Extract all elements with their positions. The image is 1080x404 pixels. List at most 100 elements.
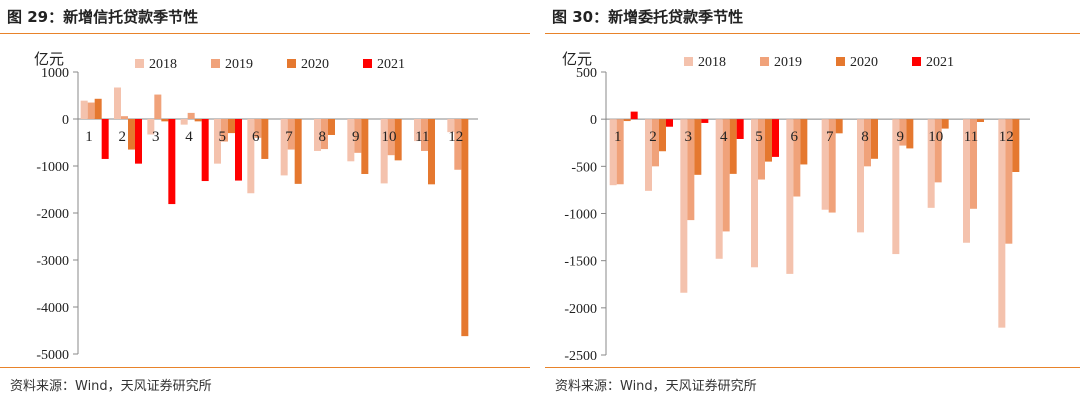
left-bar-2019-4	[187, 112, 195, 119]
right-bar-2019-9	[899, 119, 907, 146]
right-bar-2021-5	[772, 119, 779, 157]
right-bar-2019-7	[828, 119, 836, 213]
left-legend-swatch-2021	[363, 59, 372, 68]
right-bar-2018-2	[645, 119, 652, 191]
left-category-label: 4	[185, 129, 193, 145]
right-category-label: 10	[928, 129, 943, 145]
right-bar-2018-8	[857, 119, 864, 233]
left-category-label: 3	[152, 129, 160, 145]
left-category-label: 10	[382, 129, 397, 145]
right-bar-2018-6	[786, 119, 794, 274]
right-bar-2018-1	[609, 119, 617, 186]
right-y-tick-label: -2000	[564, 302, 597, 317]
right-chart-panel: 图 30：新增委托贷款季节性 亿元 500 0 -500 -1000 -1500 -2000…	[545, 0, 1080, 404]
left-y-tick-label: -5000	[36, 348, 69, 363]
left-category-label: 6	[252, 129, 260, 145]
left-y-tick-label: -1000	[36, 160, 69, 175]
right-bar-2018-7	[821, 119, 829, 210]
right-category-label: 4	[720, 129, 728, 145]
right-y-tick-label: -1000	[564, 208, 597, 223]
right-bar-2019-6	[793, 119, 801, 197]
left-legend-swatch-2018	[135, 59, 144, 68]
left-bar-2018-2	[114, 87, 121, 119]
right-bar-2020-3	[694, 119, 702, 175]
right-category-label: 6	[791, 129, 799, 145]
left-bar-2019-7	[287, 119, 295, 150]
left-category-label: 12	[448, 129, 463, 145]
left-bar-2019-6	[254, 119, 262, 138]
left-legend-swatch-2020	[287, 59, 296, 68]
right-bar-2020-5	[765, 119, 772, 162]
right-bar-2020-12	[1012, 119, 1020, 172]
right-bar-2018-5	[751, 119, 758, 268]
right-bar-2020-6	[800, 119, 808, 165]
right-bar-2019-11	[970, 119, 977, 209]
right-bar-2020-4	[729, 119, 737, 174]
left-bar-2019-1	[87, 102, 95, 119]
left-bar-2020-4	[194, 119, 202, 122]
right-category-label: 1	[614, 129, 622, 145]
left-bar-2020-10	[394, 119, 402, 161]
right-legend-swatch-2018	[684, 57, 693, 66]
left-bar-2018-10	[380, 119, 388, 184]
right-bar-2019-3	[687, 119, 695, 221]
right-legend-swatch-2021	[912, 57, 921, 66]
right-bar-2021-2	[666, 119, 673, 127]
right-legend-label-2021: 2021	[926, 55, 954, 70]
left-category-label: 9	[352, 129, 360, 145]
left-bar-2020-7	[294, 119, 302, 184]
left-bar-2019-2	[121, 116, 128, 119]
left-y-tick-label: -4000	[36, 301, 69, 316]
left-bar-2019-9	[354, 119, 362, 153]
left-bar-2021-5	[235, 119, 242, 181]
left-bar-2018-1	[80, 100, 88, 119]
left-source-note: 资料来源：Wind，天风证券研究所	[10, 379, 212, 394]
left-y-tick-label: -3000	[36, 254, 69, 269]
right-bar-2020-2	[659, 119, 666, 152]
right-bar-2020-1	[623, 119, 631, 122]
right-category-label: 5	[755, 129, 763, 145]
left-legend-label-2021: 2021	[377, 57, 405, 72]
right-category-label: 7	[826, 129, 834, 145]
right-y-unit-label: 亿元	[562, 51, 592, 68]
right-bar-2021-4	[736, 119, 744, 139]
left-bar-2020-1	[94, 98, 102, 119]
right-bar-2021-1	[630, 111, 638, 120]
left-bar-2020-5	[228, 119, 235, 134]
right-legend-label-2019: 2019	[774, 55, 802, 70]
left-category-label: 1	[85, 129, 93, 145]
left-bar-2021-2	[135, 119, 142, 164]
right-y-tick-label: -500	[571, 160, 597, 175]
right-bar-2019-12	[1005, 119, 1013, 244]
left-bar-2018-7	[280, 119, 288, 176]
right-bar-2019-8	[864, 119, 871, 167]
left-legend-label-2020: 2020	[301, 57, 329, 72]
left-category-label: 11	[415, 129, 429, 145]
right-bar-2018-10	[927, 119, 935, 208]
left-bar-2020-12	[461, 119, 469, 337]
left-bar-2018-5	[214, 119, 221, 164]
right-source-note: 资料来源：Wind，天风证券研究所	[555, 379, 757, 394]
right-category-label: 3	[685, 129, 693, 145]
right-bar-2019-5	[758, 119, 765, 180]
right-top-rule	[545, 33, 1080, 34]
left-bar-2020-6	[261, 119, 269, 159]
right-category-label: 8	[861, 129, 869, 145]
left-bar-2020-9	[361, 119, 369, 174]
right-legend-label-2018: 2018	[698, 55, 726, 70]
right-chart-title: 图 30：新增委托贷款季节性	[552, 8, 744, 26]
right-category-label: 11	[964, 129, 978, 145]
right-category-label: 12	[999, 129, 1014, 145]
left-bar-2019-12	[454, 119, 462, 170]
right-y-tick-label: -1500	[564, 255, 597, 270]
right-category-label: 2	[649, 129, 657, 145]
right-legend-label-2020: 2020	[850, 55, 878, 70]
right-bar-2019-10	[934, 119, 942, 183]
left-category-label: 7	[285, 129, 293, 145]
right-bottom-rule	[545, 367, 1080, 368]
left-top-rule	[0, 33, 530, 34]
right-bar-2020-11	[977, 119, 984, 122]
right-y-tick-label: -2500	[564, 349, 597, 364]
